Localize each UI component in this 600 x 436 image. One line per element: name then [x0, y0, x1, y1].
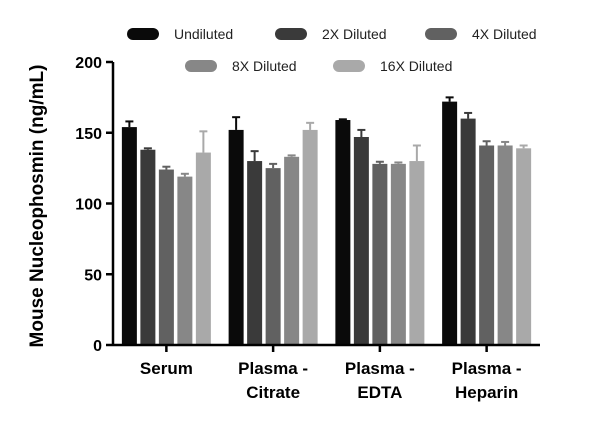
- legend-swatch: [185, 60, 217, 72]
- bar-2x-diluted-1: [247, 161, 263, 345]
- x-tick-label: Serum: [140, 359, 193, 378]
- bar-undiluted-0: [121, 127, 137, 345]
- legend-swatch: [275, 28, 307, 40]
- bar-16x-diluted-2: [409, 161, 425, 345]
- bar-4x-diluted-1: [265, 168, 281, 345]
- bar-undiluted-3: [442, 101, 458, 346]
- bar-8x-diluted-1: [284, 156, 300, 345]
- y-axis-title: Mouse Nucleophosmin (ng/mL): [27, 65, 48, 348]
- bar-16x-diluted-0: [195, 152, 211, 345]
- y-tick-label: 200: [75, 55, 102, 72]
- bar-4x-diluted-3: [479, 145, 495, 345]
- x-tick-label: Plasma -: [452, 359, 522, 378]
- legend-label: 8X Diluted: [232, 58, 297, 74]
- bar-8x-diluted-3: [497, 145, 513, 345]
- bars: [121, 96, 532, 346]
- y-tick-label: 50: [84, 267, 102, 284]
- bar-2x-diluted-3: [460, 118, 476, 345]
- x-axis: Serum Plasma - Citrate Plasma - EDTA Plasma -…: [113, 343, 540, 402]
- x-tick-label: Plasma -: [238, 359, 308, 378]
- legend-label: Undiluted: [174, 26, 233, 42]
- legend-swatch: [425, 28, 457, 40]
- legend-label: 4X Diluted: [472, 26, 537, 42]
- y-tick-label: 100: [75, 197, 102, 214]
- bar-2x-diluted-2: [353, 136, 369, 345]
- y-axis: 0 50 100 150 200: [75, 55, 115, 355]
- x-tick-label: Plasma -: [345, 359, 415, 378]
- y-tick-label: 150: [75, 126, 102, 143]
- bar-8x-diluted-2: [390, 163, 406, 345]
- legend: Undiluted 2X Diluted 4X Diluted 8X Diluted 1…: [127, 26, 537, 74]
- x-tick-label: EDTA: [357, 383, 402, 402]
- bar-8x-diluted-0: [177, 176, 193, 345]
- bar-4x-diluted-2: [372, 163, 388, 345]
- x-tick-label: Citrate: [246, 383, 300, 402]
- bar-undiluted-2: [335, 120, 351, 345]
- y-tick-label: 0: [93, 338, 102, 355]
- legend-label: 2X Diluted: [322, 26, 387, 42]
- legend-swatch: [127, 28, 159, 40]
- bar-4x-diluted-0: [158, 169, 174, 345]
- x-tick-label: Heparin: [455, 383, 518, 402]
- bar-undiluted-1: [228, 129, 244, 345]
- bar-16x-diluted-1: [302, 129, 318, 345]
- legend-label: 16X Diluted: [380, 58, 452, 74]
- legend-swatch: [333, 60, 365, 72]
- bar-16x-diluted-3: [516, 148, 532, 345]
- bar-2x-diluted-0: [140, 149, 156, 345]
